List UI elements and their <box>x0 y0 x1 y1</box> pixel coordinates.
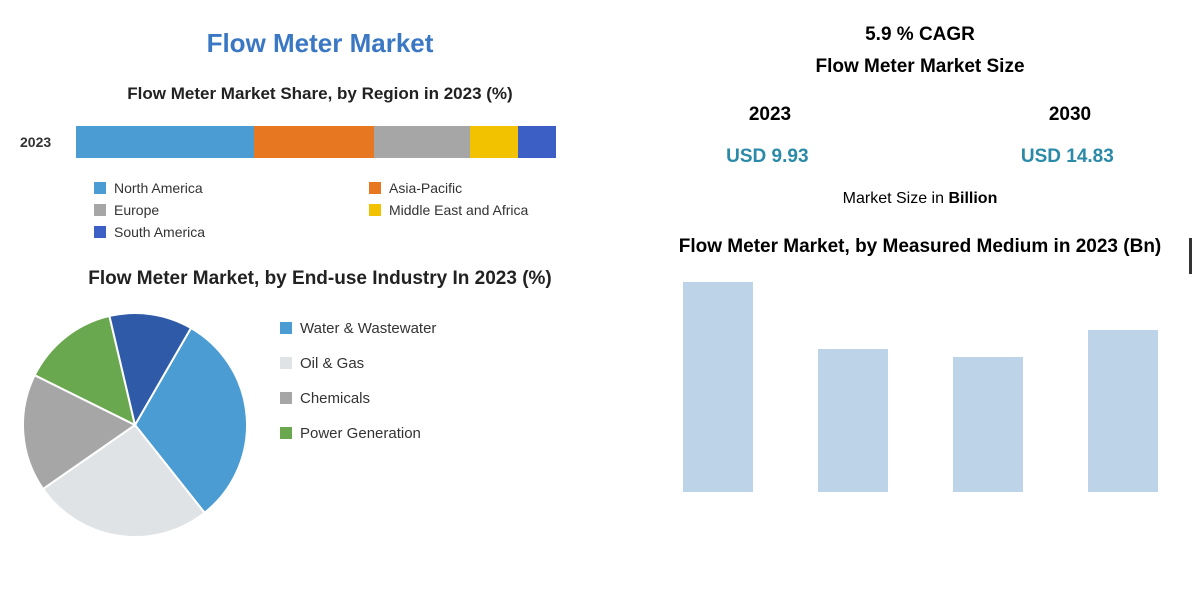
legend-swatch <box>369 182 381 194</box>
legend-item: Water & Wastewater <box>280 320 436 337</box>
market-size-caption: Market Size in Billion <box>620 190 1200 208</box>
market-size-title: Flow Meter Market Size <box>620 56 1200 78</box>
main-title: Flow Meter Market <box>20 28 620 59</box>
stacked-segment <box>374 126 470 158</box>
legend-swatch <box>280 357 292 369</box>
stacked-segment <box>254 126 374 158</box>
region-chart-title: Flow Meter Market Share, by Region in 20… <box>20 83 620 106</box>
caption-bold: Billion <box>948 190 997 207</box>
legend-item: Middle East and Africa <box>369 202 620 218</box>
legend-label: Oil & Gas <box>300 355 364 372</box>
legend-item: North America <box>94 180 345 196</box>
legend-item: Asia-Pacific <box>369 180 620 196</box>
legend-swatch <box>280 322 292 334</box>
bar-chart-area <box>620 282 1200 492</box>
legend-label: Europe <box>114 202 159 218</box>
year-a: 2023 <box>749 104 791 126</box>
region-legend: North America Asia-Pacific Europe Middle Ea… <box>94 180 620 240</box>
decorative-right-marker <box>1189 238 1192 274</box>
value-a: USD 9.93 <box>726 146 808 168</box>
legend-label: Water & Wastewater <box>300 320 436 337</box>
pie-legend: Water & Wastewater Oil & Gas Chemicals Powe… <box>280 320 436 442</box>
legend-label: Asia-Pacific <box>389 180 462 196</box>
region-stacked-bar <box>76 126 556 158</box>
bar <box>1088 330 1158 492</box>
bar <box>953 357 1023 491</box>
legend-label: Middle East and Africa <box>389 202 528 218</box>
legend-item: South America <box>94 224 345 240</box>
region-year-label: 2023 <box>20 134 66 150</box>
legend-swatch <box>94 226 106 238</box>
stacked-segment <box>76 126 254 158</box>
legend-item: Chemicals <box>280 390 436 407</box>
market-size-values: USD 9.93 USD 14.83 <box>620 146 1200 168</box>
pie-chart-title: Flow Meter Market, by End-use Industry I… <box>20 266 620 292</box>
stacked-segment <box>470 126 518 158</box>
cagr-text: 5.9 % CAGR <box>620 24 1200 46</box>
legend-label: Power Generation <box>300 425 421 442</box>
legend-swatch <box>369 204 381 216</box>
bar <box>818 349 888 492</box>
bar <box>683 282 753 492</box>
legend-item: Power Generation <box>280 425 436 442</box>
caption-prefix: Market Size in <box>843 190 949 207</box>
legend-label: Chemicals <box>300 390 370 407</box>
legend-swatch <box>94 204 106 216</box>
legend-label: North America <box>114 180 203 196</box>
legend-item: Europe <box>94 202 345 218</box>
bar-chart-title: Flow Meter Market, by Measured Medium in… <box>620 234 1200 260</box>
market-size-years: 2023 2030 <box>620 104 1200 126</box>
legend-swatch <box>280 392 292 404</box>
value-b: USD 14.83 <box>1021 146 1114 168</box>
year-b: 2030 <box>1049 104 1091 126</box>
legend-swatch <box>94 182 106 194</box>
region-stacked-bar-row: 2023 <box>20 126 620 158</box>
legend-item: Oil & Gas <box>280 355 436 372</box>
pie-chart <box>20 310 250 540</box>
stacked-segment <box>518 126 556 158</box>
legend-label: South America <box>114 224 205 240</box>
pie-row: Water & Wastewater Oil & Gas Chemicals Powe… <box>20 310 620 540</box>
legend-swatch <box>280 427 292 439</box>
